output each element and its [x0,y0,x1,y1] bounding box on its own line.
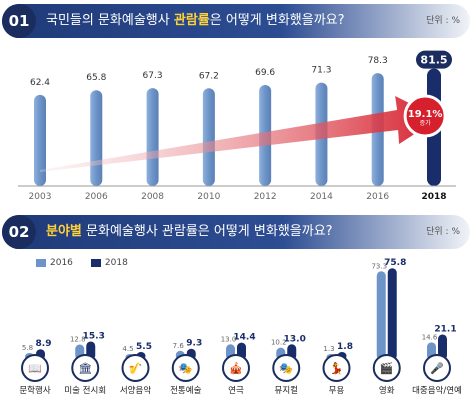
category-icon-glyph: 🎭 [179,362,193,375]
chart-1-tick-label: 2014 [310,192,333,202]
category-icon-glyph: 🎤 [430,361,444,375]
chart-1-last-value-pill [416,50,452,69]
category-icon [21,354,49,382]
chart-2-value-2016: 5.8 [22,344,33,352]
chart-2-value-2018: 13.0 [284,334,306,344]
chart-2-value-2016: 14.6 [422,333,438,341]
chart-2-bar-2016 [376,271,386,360]
chart-2-value-2016: 1.3 [323,345,334,353]
chart-1-bar [34,94,46,186]
category-icon-glyph: 🎭 [279,362,293,375]
legend-label-2016: 2016 [50,258,73,268]
increase-callout-label: 증가 [420,119,432,127]
chart-1-value-label: 65.8 [86,73,106,83]
section-1: 01 국민들의 문화예술행사 관람률은 어떻게 변화했을까요? 단위 : % 6… [2,4,470,202]
category-icon-glyph: 🎪 [229,362,243,375]
legend-swatch-2016 [36,259,46,267]
category-icon-glyph: 💃 [330,362,344,375]
section-2-header: 02 분야별 문화예술행사 관람률은 어떻게 변화했을까요? 단위 : % [2,215,470,249]
section-1-title-prefix: 국민들의 문화예술행사 [46,13,174,28]
chart-2-value-2016: 73.3 [371,262,387,270]
chart-2-value-2018: 14.4 [233,333,255,343]
chart-1-bar [202,88,215,186]
chart-2: 📖 🏛 🎷 🎭 🎪 🎭 💃 🎬 🎤 5.8 8.9 문학행사 12.815.3 미술 전시회 4.5 5.5… [19,258,462,396]
section-1-number: 01 [2,4,36,38]
category-icon [121,354,150,382]
chart-2-category-label: 연극 [228,386,244,396]
chart-2-value-2016: 10.2 [271,339,287,347]
chart-2-category-label: 뮤지컬 [275,386,298,396]
increase-callout-circle [403,94,447,138]
chart-1-tick-label: 2012 [254,192,277,202]
section-1-title-suffix: 은 어떻게 변화했을까요? [209,13,345,28]
section-2-title-suffix: 문화예술행사 관람률은 어떻게 변화했을까요? [81,224,333,239]
category-icon [171,354,200,382]
legend-label-2018: 2018 [104,258,128,268]
chart-1-tick-label: 2008 [141,192,164,202]
category-icon [372,354,401,382]
chart-2-value-2016: 12.8 [70,336,86,344]
chart-1-value-label: 71.3 [311,66,331,76]
chart-2-category-label: 미술 전시회 [64,385,106,396]
chart-2-category-label: 서양음악 [120,385,151,396]
category-icon [71,354,100,382]
section-2-title: 분야별 문화예술행사 관람률은 어떻게 변화했을까요? [46,215,333,249]
chart-2-value-2016: 4.5 [122,345,133,353]
chart-2-category-label: 문학행사 [19,385,50,396]
chart-2-category-label: 무용 [329,386,345,396]
section-1-unit: 단위 : % [426,16,460,26]
chart-1-value-label: 81.5 [420,54,447,67]
section-1-title: 국민들의 문화예술행사 관람률은 어떻게 변화했을까요? [46,4,345,38]
category-icon-glyph: 🏛 [78,362,92,375]
chart-2-value-2018: 8.9 [36,339,52,349]
chart-1-value-label: 69.6 [255,68,275,78]
chart-2-bar-2018 [438,334,447,360]
chart-1-bar [146,88,159,186]
category-icon-glyph: 🎷 [129,362,143,375]
increase-callout: 19.1% 증가 [403,94,447,138]
chart-2-value-2018: 75.8 [384,258,406,268]
legend: 2016 2018 [36,258,128,268]
chart-1-value-label: 67.3 [143,71,163,81]
increase-callout-value: 19.1% [408,109,443,120]
legend-swatch-2018 [90,259,101,267]
chart-1-tick-label: 2016 [366,192,389,202]
category-icon-glyph: 🎬 [380,362,394,375]
chart-1-tick-label: 2006 [85,192,108,202]
chart-1-bar [90,90,103,186]
chart-2-value-2016: 13.0 [221,335,237,343]
chart-2-category-label: 전통예술 [170,385,201,396]
category-icon [322,354,351,382]
chart-2-value-2018: 1.8 [337,342,353,352]
section-2: 02 분야별 문화예술행사 관람률은 어떻게 변화했을까요? 단위 : % 20… [0,210,474,411]
chart-1-tick-label: 2003 [29,192,52,202]
section-1-title-highlight: 관람률 [173,13,210,28]
chart-2-value-2016: 7.6 [173,342,185,350]
chart-1-value-label: 78.3 [368,56,388,66]
chart-2-value-2018: 15.3 [83,331,105,341]
chart-1-tick-label: 2018 [421,192,446,202]
category-icon-glyph: 📖 [28,362,42,375]
chart-2-value-2018: 9.3 [186,339,202,349]
chart-1-value-label: 67.2 [199,71,219,81]
chart-2-bar-2018 [387,268,397,360]
chart-1: 62.4 65.8 67.3 67.2 69.6 71.3 78.3 81.5 2003 200… [18,50,456,202]
chart-2-category-label: 영화 [379,385,395,396]
section-2-unit: 단위 : % [426,227,460,237]
section-2-number: 02 [2,215,36,249]
category-icon [222,354,250,382]
chart-2-value-2018: 5.5 [136,342,152,352]
chart-1-tick-label: 2010 [197,192,220,202]
chart-2-category-label: 대중음악/연예 [412,385,462,396]
category-icon [272,354,301,382]
chart-1-value-label: 62.4 [30,78,50,88]
section-2-title-highlight: 분야별 [46,224,82,239]
chart-2-value-2018: 21.1 [434,324,456,334]
trend-arrow [40,96,440,172]
section-1-header: 01 국민들의 문화예술행사 관람률은 어떻게 변화했을까요? 단위 : % [2,4,470,38]
category-icon [423,354,451,382]
